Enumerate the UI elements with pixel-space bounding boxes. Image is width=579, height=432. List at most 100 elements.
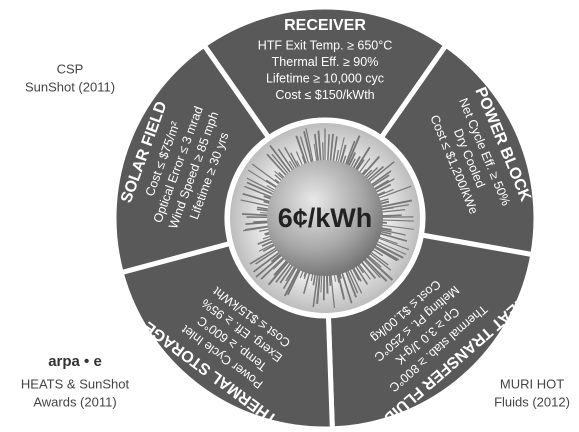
side-label: CSP [57, 61, 84, 76]
ray [366, 253, 382, 268]
ray [322, 142, 324, 164]
ray [343, 140, 356, 167]
ray [345, 135, 361, 168]
ray [246, 181, 276, 196]
ray [379, 219, 414, 222]
ray [370, 174, 390, 189]
sector [200, 4, 450, 142]
side-label: MURI HOT [500, 376, 564, 391]
sector-line: Lifetime ≥ 10,000 cyc [266, 71, 384, 85]
ray [373, 183, 392, 194]
ray [275, 261, 293, 283]
ray [337, 137, 345, 165]
ray [375, 188, 394, 198]
ray [252, 250, 282, 273]
side-label: SunShot (2011) [25, 79, 115, 94]
ray [329, 133, 334, 164]
ray [240, 199, 272, 208]
ray [378, 228, 406, 236]
sector-line: HTF Exit Temp. ≥ 650°C [258, 38, 393, 52]
ray [283, 146, 299, 171]
ray [376, 235, 398, 245]
ray [283, 266, 301, 297]
side-label: Awards (2011) [33, 394, 116, 409]
ray [314, 133, 320, 164]
ray [241, 213, 271, 217]
ray [271, 153, 291, 177]
ray [330, 272, 336, 308]
ray [373, 242, 404, 259]
ray [379, 224, 415, 230]
ray [376, 236, 410, 251]
ray [348, 267, 363, 294]
sector [111, 41, 273, 276]
ray [371, 245, 398, 262]
ray [325, 272, 329, 294]
ray [244, 185, 275, 199]
wheel: RECEIVER HTF Exit Temp. ≥ 650°C Thermal Ef… [111, 4, 539, 432]
ray [279, 262, 295, 284]
ray [290, 152, 301, 170]
ray [332, 136, 338, 164]
ray [378, 199, 413, 209]
ray [326, 134, 330, 164]
ray [336, 271, 346, 300]
ray [255, 253, 284, 278]
ray [316, 272, 321, 304]
ray [320, 272, 323, 293]
ray [260, 255, 286, 280]
ray [282, 265, 298, 289]
ray [357, 261, 371, 280]
ray [273, 258, 290, 276]
ray [364, 254, 394, 281]
ray [367, 251, 392, 271]
ray [361, 257, 381, 279]
ray [371, 179, 390, 191]
ray [245, 221, 271, 225]
sector [118, 240, 335, 432]
ray [374, 240, 407, 255]
ray [313, 143, 318, 164]
sphere [267, 160, 383, 276]
ray [249, 246, 279, 265]
side-label: Fluids (2012) [494, 394, 570, 409]
ray [367, 161, 395, 184]
side-label: HEATS & SunShot [21, 376, 130, 391]
ray [359, 259, 377, 280]
ray [379, 214, 402, 217]
ray [372, 244, 400, 261]
ray [285, 264, 297, 282]
sector [325, 232, 536, 432]
ray [295, 135, 308, 167]
ray [353, 146, 371, 173]
ray [339, 144, 347, 166]
ray [379, 208, 406, 213]
ray [305, 128, 315, 165]
sector-line: Cost ≤ $150/kWth [275, 88, 374, 102]
ray [287, 267, 302, 296]
ray [346, 268, 359, 294]
ray [246, 177, 277, 194]
ray [269, 144, 293, 175]
ray [369, 170, 392, 187]
ray [299, 136, 310, 166]
ray [368, 250, 389, 266]
ray [344, 268, 357, 298]
ray [312, 272, 319, 308]
ray [317, 130, 322, 164]
ray [242, 192, 273, 204]
ray [251, 163, 282, 186]
ray [255, 247, 280, 265]
sector [377, 41, 539, 258]
ray [362, 256, 388, 282]
sector-line: Thermal Eff. ≥ 90% [272, 55, 379, 69]
ray [340, 270, 353, 304]
ray [258, 242, 277, 252]
ray [267, 259, 291, 286]
logo: arpa • e [48, 353, 102, 370]
ray [303, 270, 311, 294]
ray [242, 225, 271, 232]
ray [379, 204, 409, 211]
